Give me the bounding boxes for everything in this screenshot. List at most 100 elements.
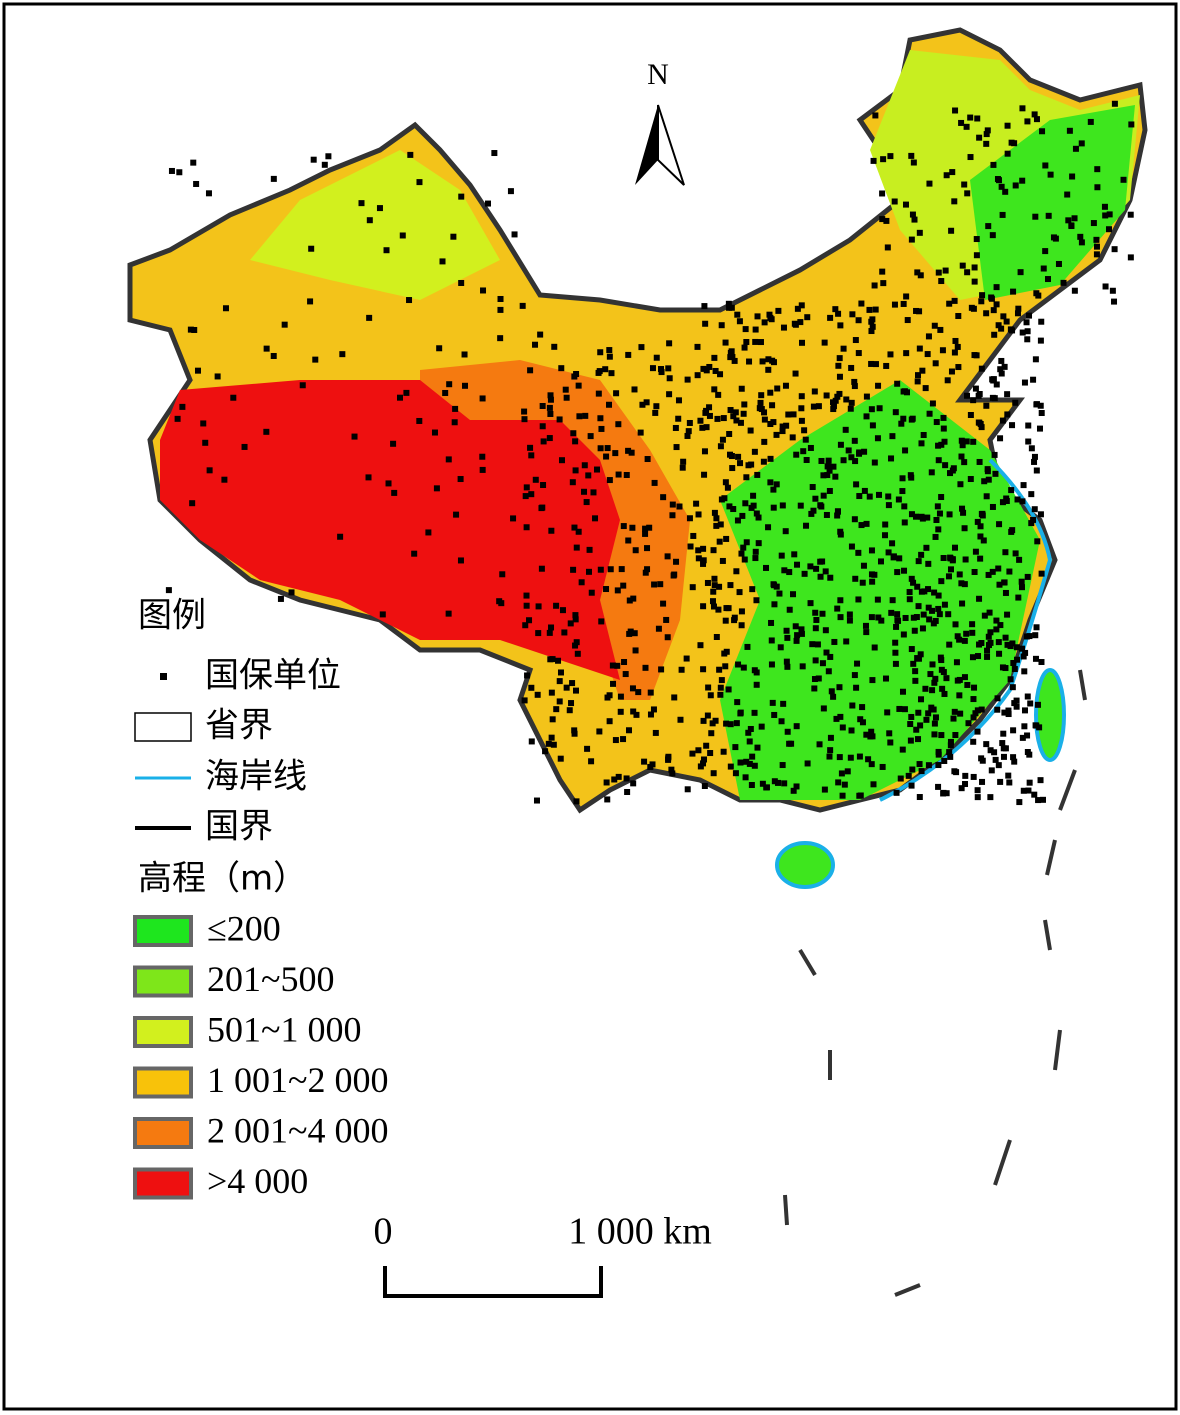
site-dot <box>308 245 315 252</box>
site-dot <box>967 114 974 121</box>
site-dot <box>930 620 937 627</box>
site-dot <box>913 726 920 733</box>
plain-north <box>250 150 500 300</box>
site-dot <box>792 623 799 630</box>
site-dot <box>951 768 958 775</box>
site-dot <box>479 395 486 402</box>
site-dot <box>222 305 229 312</box>
site-dot <box>935 269 942 276</box>
site-dot <box>1010 754 1017 761</box>
legend-label: 省界 <box>205 706 273 746</box>
site-dot <box>556 416 563 423</box>
site-dot <box>497 335 504 342</box>
site-dot <box>783 658 790 665</box>
site-dot <box>830 693 837 700</box>
site-dot <box>528 684 535 691</box>
site-dot <box>834 508 841 515</box>
site-dot <box>700 365 707 372</box>
site-dot <box>657 581 664 588</box>
scale-bar: 0 1 000 km <box>374 1211 712 1298</box>
site-dot <box>666 375 673 382</box>
site-dot <box>773 431 780 438</box>
site-dot <box>442 389 449 396</box>
site-dot <box>521 416 528 423</box>
site-dot <box>701 756 708 763</box>
site-dot <box>823 392 830 399</box>
site-dot <box>822 568 829 575</box>
site-dot <box>819 610 826 617</box>
site-dot <box>983 310 990 317</box>
site-dot <box>695 547 702 554</box>
site-dot <box>827 574 834 581</box>
site-dot <box>879 216 886 223</box>
legend-swatch <box>133 915 193 947</box>
site-dot <box>1026 312 1033 319</box>
site-dot <box>848 727 855 734</box>
site-dot <box>929 607 936 614</box>
site-dot <box>528 738 535 745</box>
site-dot <box>1010 288 1017 295</box>
site-dot <box>935 762 942 769</box>
site-dot <box>573 544 580 551</box>
site-dot <box>1036 425 1043 432</box>
site-dot <box>644 545 651 552</box>
site-dot <box>707 692 714 699</box>
site-dot <box>671 694 678 701</box>
site-dot <box>798 630 805 637</box>
site-dot <box>655 625 662 632</box>
site-dot <box>507 188 514 195</box>
site-dot <box>861 487 868 494</box>
site-dot <box>786 569 793 576</box>
site-dot <box>570 430 577 437</box>
site-dot <box>606 477 613 484</box>
site-dot <box>582 412 589 419</box>
site-dot <box>793 637 800 644</box>
site-dot <box>617 693 624 700</box>
site-dot <box>734 311 741 318</box>
site-dot <box>809 484 816 491</box>
site-dot <box>337 533 344 540</box>
site-dot <box>918 696 925 703</box>
site-dot <box>816 741 823 748</box>
site-dot <box>606 347 613 354</box>
site-dot <box>773 481 780 488</box>
site-dot <box>1013 644 1020 651</box>
site-dot <box>976 595 983 602</box>
site-dot <box>451 419 458 426</box>
site-dot <box>1014 310 1021 317</box>
site-dot <box>783 422 790 429</box>
site-dot <box>431 429 438 436</box>
site-dot <box>1014 496 1021 503</box>
site-dot <box>700 760 707 767</box>
site-dot <box>1007 326 1014 333</box>
site-dot <box>1000 753 1007 760</box>
site-dot <box>1024 118 1031 125</box>
site-dot <box>288 589 295 596</box>
site-dot <box>523 484 530 491</box>
site-dot <box>928 469 935 476</box>
site-dot <box>781 780 788 787</box>
site-dot <box>995 565 1002 572</box>
site-dot <box>270 352 277 359</box>
site-dot <box>803 456 810 463</box>
site-dot <box>817 558 824 565</box>
site-dot <box>628 449 635 456</box>
tibet-plateau <box>160 380 620 680</box>
site-dot <box>594 466 601 473</box>
site-dot <box>942 267 949 274</box>
site-dot <box>848 399 855 406</box>
site-dot <box>747 725 754 732</box>
heritage-sites <box>165 100 1135 806</box>
site-dot <box>558 365 565 372</box>
site-dot <box>1015 594 1022 601</box>
site-dot <box>744 643 751 650</box>
site-dot <box>882 675 889 682</box>
site-dot <box>446 381 453 388</box>
site-dot <box>497 295 504 302</box>
site-dot <box>980 537 987 544</box>
site-dot <box>728 348 735 355</box>
site-dot <box>1019 329 1026 336</box>
site-dot <box>1102 212 1109 219</box>
site-dot <box>179 403 186 410</box>
site-dot <box>936 510 943 517</box>
